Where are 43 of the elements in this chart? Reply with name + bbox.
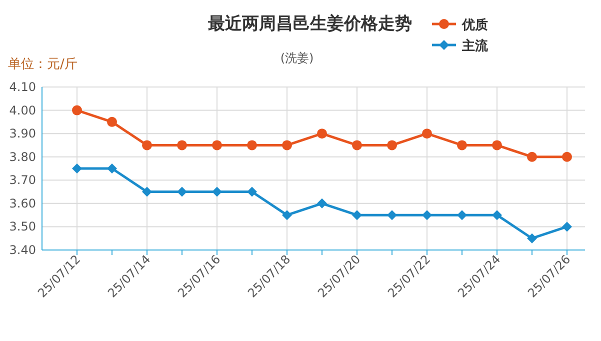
y-tick-label: 3.40 xyxy=(9,243,36,257)
point xyxy=(527,233,537,244)
point xyxy=(142,186,152,197)
legend-label: 主流 xyxy=(461,38,489,54)
point xyxy=(282,140,292,150)
point xyxy=(317,198,327,208)
point xyxy=(247,186,257,197)
point xyxy=(107,116,117,127)
point xyxy=(457,210,467,220)
point xyxy=(107,164,117,174)
point xyxy=(492,140,502,150)
y-tick-label: 3.50 xyxy=(9,220,36,234)
text: 单位：元/斤 xyxy=(8,57,78,72)
y-tick-label: 4.10 xyxy=(9,80,36,94)
point xyxy=(282,210,292,220)
point xyxy=(492,210,502,220)
point xyxy=(387,210,397,220)
y-tick-label: 4.00 xyxy=(9,103,36,118)
point xyxy=(212,140,222,150)
point xyxy=(562,152,572,162)
chart-subtitle: (洗姜) xyxy=(280,51,314,65)
point xyxy=(352,140,362,150)
y-tick-label: 3.60 xyxy=(9,196,36,210)
point xyxy=(142,140,152,150)
point xyxy=(457,140,467,150)
y-tick-label: 3.90 xyxy=(9,126,36,141)
chart-title: 最近两周昌邑生姜价格走势 xyxy=(207,13,412,34)
point xyxy=(317,128,327,139)
point xyxy=(72,164,82,174)
point xyxy=(177,186,187,197)
point xyxy=(352,210,362,220)
y-tick-label: 3.70 xyxy=(9,173,36,188)
y-tick-label: 3.80 xyxy=(9,150,36,164)
point xyxy=(177,140,187,150)
legend-label: 优质 xyxy=(461,17,488,33)
point xyxy=(247,140,257,150)
point xyxy=(387,140,397,150)
point xyxy=(527,152,537,162)
point xyxy=(72,105,82,116)
point xyxy=(422,210,432,220)
point xyxy=(562,222,572,232)
point xyxy=(422,128,432,139)
point xyxy=(212,186,222,197)
